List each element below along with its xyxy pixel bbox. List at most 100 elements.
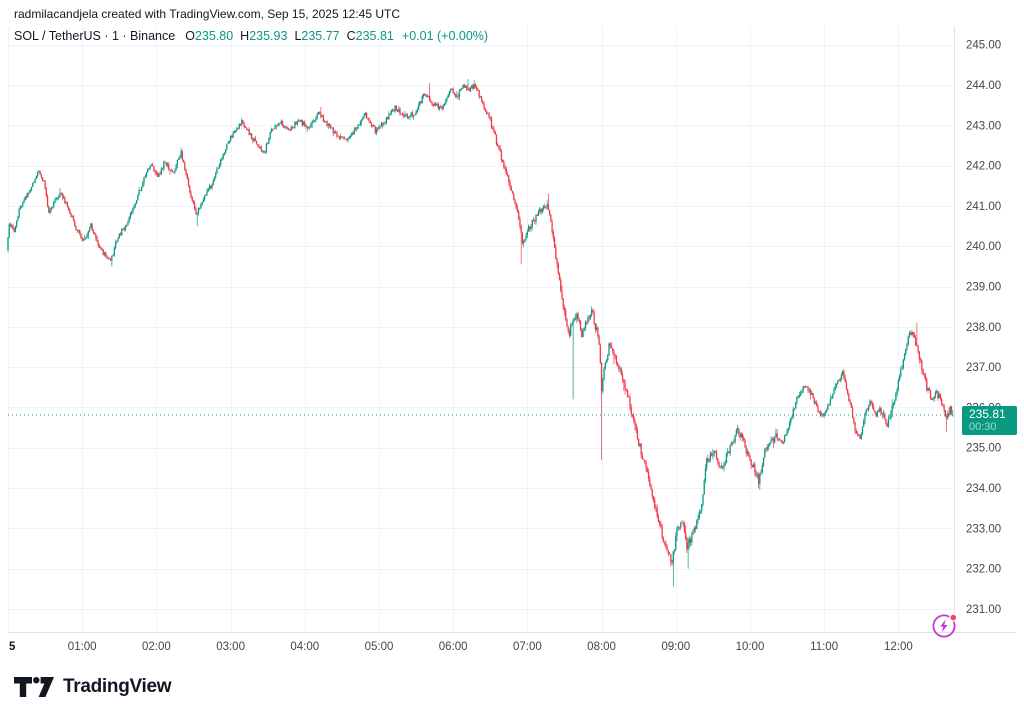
candle	[389, 113, 391, 116]
candle	[347, 138, 349, 141]
boost-circle	[932, 614, 956, 638]
candle	[764, 448, 766, 458]
candle	[787, 427, 789, 431]
candle	[523, 242, 525, 244]
candle	[44, 180, 46, 189]
candle	[196, 213, 198, 215]
candle	[891, 406, 893, 413]
candle	[412, 115, 415, 117]
candle	[29, 190, 31, 193]
candle	[600, 363, 603, 392]
candle	[92, 230, 94, 234]
candle	[697, 517, 699, 521]
candle	[325, 121, 327, 123]
candle	[281, 120, 284, 126]
candle	[190, 192, 192, 198]
tradingview-logo[interactable]: TradingView	[14, 674, 172, 700]
candle	[884, 413, 886, 419]
candle	[296, 121, 299, 125]
candle	[121, 229, 123, 235]
candle	[638, 438, 640, 446]
candle	[860, 433, 862, 439]
candle	[835, 383, 838, 387]
candle	[739, 434, 741, 438]
price-axis[interactable]: 245.00 244.00 243.00 242.00 241.00 240.00 239.…	[966, 40, 1001, 616]
candle	[147, 169, 149, 173]
candle	[45, 188, 47, 197]
candle	[184, 162, 186, 171]
axis-borders	[8, 26, 1016, 633]
candle	[382, 122, 384, 125]
candle	[484, 108, 486, 111]
candle	[916, 344, 918, 347]
candle	[613, 351, 615, 356]
candle	[404, 115, 406, 117]
candle	[279, 122, 281, 124]
candle	[91, 223, 93, 231]
candle	[934, 392, 937, 398]
candle	[299, 120, 301, 122]
candle	[936, 391, 938, 393]
candles[interactable]	[7, 78, 954, 587]
candle	[572, 320, 574, 325]
candle	[215, 173, 217, 177]
candle	[13, 229, 15, 232]
candle	[800, 392, 802, 396]
candle	[300, 119, 302, 122]
candle	[64, 197, 66, 204]
candle	[803, 385, 806, 387]
time-tick-label: 02:00	[142, 641, 171, 653]
current-price-label: 235.81 00:30	[962, 406, 1017, 436]
candle	[858, 434, 860, 436]
candle	[676, 527, 678, 536]
candle	[227, 142, 229, 144]
time-axis[interactable]: 5 01:00 02:00 03:00 04:00 05:00 06:00 07:00 08:0…	[9, 641, 913, 653]
candle	[683, 523, 686, 532]
candle	[542, 206, 545, 209]
candle	[140, 187, 143, 191]
candle	[410, 112, 412, 116]
candle	[318, 111, 321, 113]
candle	[85, 237, 87, 239]
candle	[267, 143, 269, 145]
boost-icon[interactable]	[931, 611, 961, 641]
candle	[868, 406, 870, 410]
candle	[19, 205, 22, 209]
candle	[922, 369, 924, 375]
candle	[127, 221, 129, 225]
candle	[670, 554, 672, 563]
price-tick-label: 232.00	[966, 564, 1001, 576]
candle	[103, 252, 106, 256]
candle	[681, 522, 683, 524]
candle	[433, 103, 436, 106]
candle	[715, 451, 718, 459]
candle	[808, 389, 810, 391]
candle	[396, 109, 399, 112]
candle	[576, 313, 578, 319]
candle	[189, 185, 191, 193]
candle	[480, 96, 483, 101]
candle	[910, 332, 912, 335]
candle	[451, 88, 453, 90]
candle	[654, 499, 656, 508]
candle	[239, 123, 242, 125]
candle	[539, 208, 541, 211]
candle	[928, 388, 930, 391]
candle	[541, 208, 543, 213]
candle	[895, 393, 897, 401]
candle	[164, 161, 166, 163]
symbol-legend[interactable]: SOL / TetherUS · 1 · Binance O235.80 H23…	[14, 29, 488, 43]
candle	[558, 273, 561, 280]
candle	[607, 355, 609, 361]
candle	[437, 104, 439, 109]
candle	[194, 203, 196, 209]
candle	[949, 406, 951, 415]
candle	[276, 125, 279, 126]
candle	[903, 353, 906, 360]
candle	[353, 129, 355, 135]
candle	[672, 551, 674, 564]
candle	[368, 117, 370, 122]
candle	[12, 225, 14, 230]
candle	[452, 89, 454, 94]
